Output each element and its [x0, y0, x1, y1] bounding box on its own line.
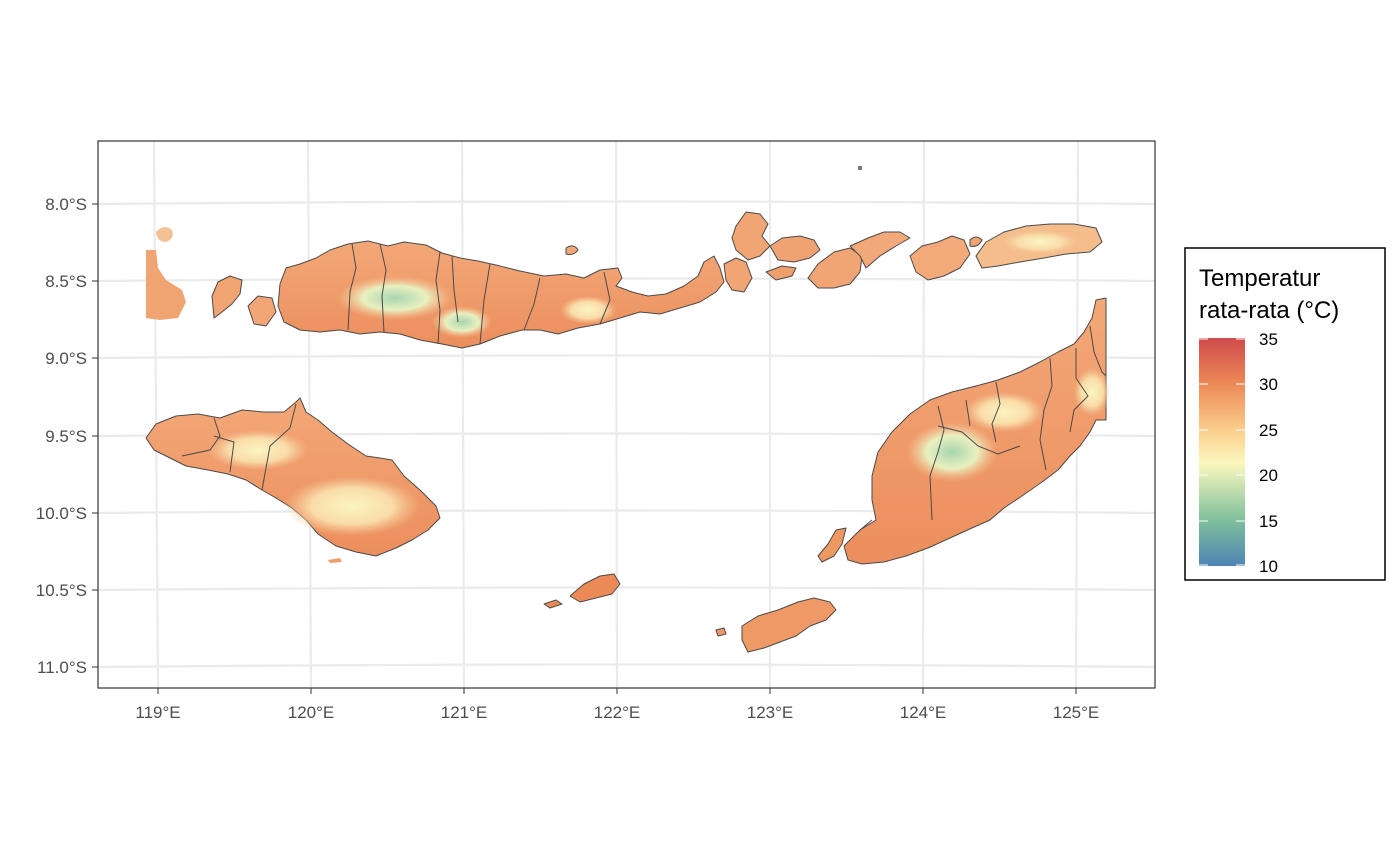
legend: Temperatur rata-rata (°C) 35 30 25 20 15…: [1184, 247, 1386, 581]
legend-break-label: 35: [1259, 330, 1278, 349]
island-ndao: [715, 627, 727, 637]
gridline-lat-8-5: [98, 277, 1155, 283]
highland-flores-west: [337, 276, 453, 320]
gridline-lat-8: [98, 200, 1155, 206]
x-tick-label: 119°E: [135, 703, 180, 722]
island-lembata-south: [765, 265, 797, 281]
island-alor-islet: [969, 236, 983, 247]
y-tick-label: 8.0°S: [45, 195, 87, 214]
island-sawu: [569, 573, 621, 603]
x-tick-label: 121°E: [441, 703, 488, 722]
island-sumba-islet: [328, 558, 342, 563]
highland-flores-central: [432, 306, 492, 338]
highland-timor-east: [1074, 368, 1110, 416]
district-borders-flores: [347, 243, 611, 345]
island-flores: [277, 240, 725, 349]
island-alor-east: [849, 231, 911, 269]
island-sumbawa-edge: [146, 250, 186, 320]
panel-border: [97, 140, 1156, 689]
island-north-islet: [858, 166, 862, 170]
legend-break-label: 25: [1259, 421, 1278, 440]
x-tick-label: 120°E: [288, 703, 335, 722]
district-borders-sumba: [181, 403, 297, 491]
legend-ticks: [1199, 338, 1245, 566]
highland-flores-east: [560, 296, 616, 324]
x-tick-label: 123°E: [747, 703, 794, 722]
gridline-lat-9: [98, 354, 1155, 360]
gridline-lat-10-5: [98, 586, 1155, 592]
island-raijua: [543, 599, 563, 609]
island-alor-west: [807, 247, 863, 289]
y-tick-label: 9.0°S: [45, 349, 87, 368]
district-borders-timor: [859, 325, 1107, 531]
gridline-lon-119: [152, 141, 160, 688]
legend-title-line1: Temperatur: [1199, 265, 1320, 292]
island-komodo: [211, 275, 243, 319]
island-rinca: [247, 295, 277, 327]
y-tick-label: 8.5°S: [45, 272, 87, 291]
gridline-lon-121: [460, 141, 466, 688]
legend-break-label: 30: [1259, 375, 1278, 394]
legend-colorbar: [1199, 338, 1245, 566]
island-semau: [817, 527, 847, 563]
highland-timor-north: [964, 392, 1044, 432]
highland-timor-central: [906, 422, 998, 482]
legend-break-label: 20: [1259, 466, 1278, 485]
island-sangeang: [156, 226, 173, 242]
gridline-lat-11: [98, 663, 1155, 669]
island-rote: [741, 597, 837, 653]
legend-break-label: 15: [1259, 512, 1278, 531]
y-tick-label: 11.0°S: [37, 658, 87, 677]
y-axis: 8.0°S 8.5°S 9.0°S 9.5°S 10.0°S 10.5°S 11…: [36, 195, 98, 677]
island-adonara: [723, 257, 753, 293]
island-palue: [565, 245, 579, 255]
x-tick-label: 125°E: [1053, 703, 1100, 722]
highland-sumba-west: [208, 430, 308, 470]
legend-title-line2: rata-rata (°C): [1199, 297, 1339, 324]
island-wetar-west: [909, 235, 971, 281]
land-layer: [145, 166, 1110, 653]
highland-wetar: [1002, 230, 1078, 254]
y-tick-label: 10.5°S: [36, 581, 87, 600]
island-pantar: [769, 235, 821, 263]
highland-sumba: [284, 476, 420, 536]
y-tick-label: 10.0°S: [36, 504, 87, 523]
x-tick-label: 122°E: [594, 703, 641, 722]
gridline-lon-122: [614, 141, 619, 688]
x-axis: 119°E 120°E 121°E 122°E 123°E 124°E 125°…: [135, 688, 1099, 722]
y-tick-label: 9.5°S: [45, 427, 87, 446]
legend-break-label: 10: [1259, 557, 1278, 576]
x-tick-label: 124°E: [900, 703, 947, 722]
